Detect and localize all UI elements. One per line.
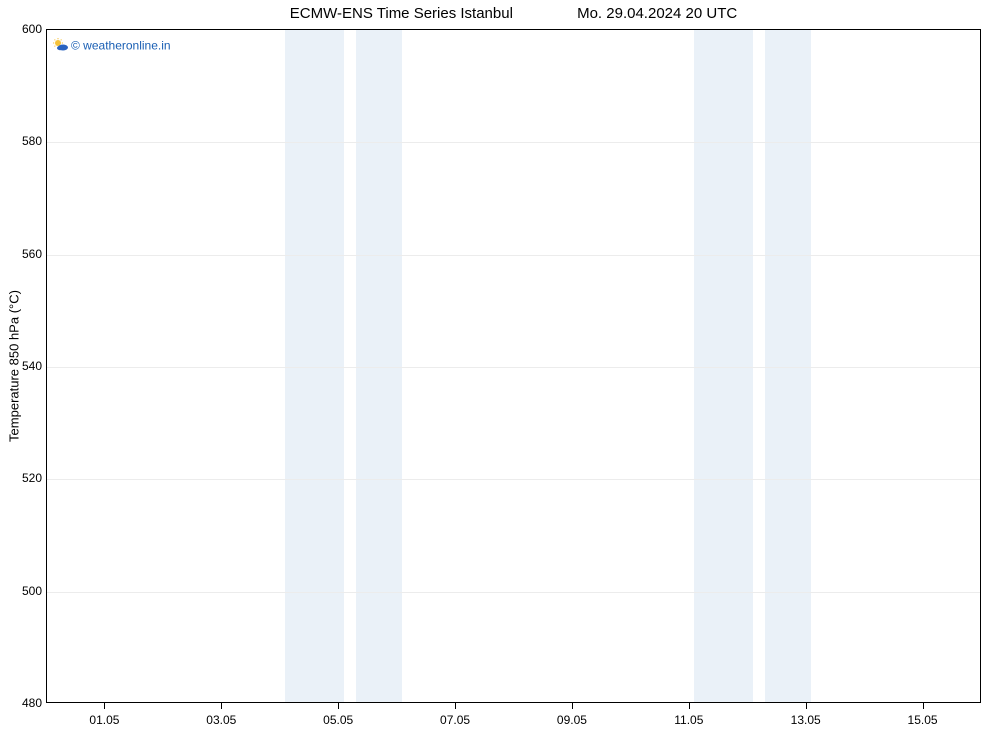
- y-tick-label: 520: [22, 471, 42, 485]
- x-tick-label: 05.05: [323, 713, 353, 727]
- x-tick-label: 09.05: [557, 713, 587, 727]
- gridline: [47, 367, 980, 368]
- x-tick-mark: [338, 703, 339, 709]
- x-tick-label: 07.05: [440, 713, 470, 727]
- shade-band: [765, 30, 812, 702]
- y-tick-label: 540: [22, 359, 42, 373]
- shade-band: [356, 30, 403, 702]
- y-tick-label: 600: [22, 22, 42, 36]
- y-tick-label: 500: [22, 584, 42, 598]
- x-tick-label: 01.05: [89, 713, 119, 727]
- chart-container: ECMW-ENS Time Series Istanbul Mo. 29.04.…: [0, 0, 1000, 733]
- x-tick-label: 15.05: [908, 713, 938, 727]
- x-tick-mark: [572, 703, 573, 709]
- x-tick-label: 03.05: [206, 713, 236, 727]
- y-tick-label: 480: [22, 696, 42, 710]
- watermark: © weatheronline.in: [53, 38, 171, 55]
- shade-band: [285, 30, 343, 702]
- plot-area: © weatheronline.in: [46, 29, 981, 703]
- chart-title-main: ECMW-ENS Time Series Istanbul: [290, 5, 513, 22]
- x-tick-mark: [806, 703, 807, 709]
- sun-cloud-icon: [53, 38, 69, 55]
- gridline: [47, 255, 980, 256]
- x-tick-mark: [221, 703, 222, 709]
- x-tick-label: 13.05: [791, 713, 821, 727]
- x-tick-mark: [689, 703, 690, 709]
- gridline: [47, 479, 980, 480]
- shade-band: [694, 30, 752, 702]
- x-tick-label: 11.05: [674, 713, 703, 727]
- y-axis-label: Temperature 850 hPa (°C): [7, 290, 22, 442]
- gridline: [47, 142, 980, 143]
- gridline: [47, 592, 980, 593]
- chart-title-datetime: Mo. 29.04.2024 20 UTC: [577, 5, 737, 22]
- x-tick-mark: [455, 703, 456, 709]
- y-tick-label: 560: [22, 247, 42, 261]
- chart-title: ECMW-ENS Time Series Istanbul Mo. 29.04.…: [46, 5, 981, 22]
- watermark-text: © weatheronline.in: [71, 39, 171, 53]
- y-tick-label: 580: [22, 134, 42, 148]
- x-tick-mark: [104, 703, 105, 709]
- x-tick-mark: [923, 703, 924, 709]
